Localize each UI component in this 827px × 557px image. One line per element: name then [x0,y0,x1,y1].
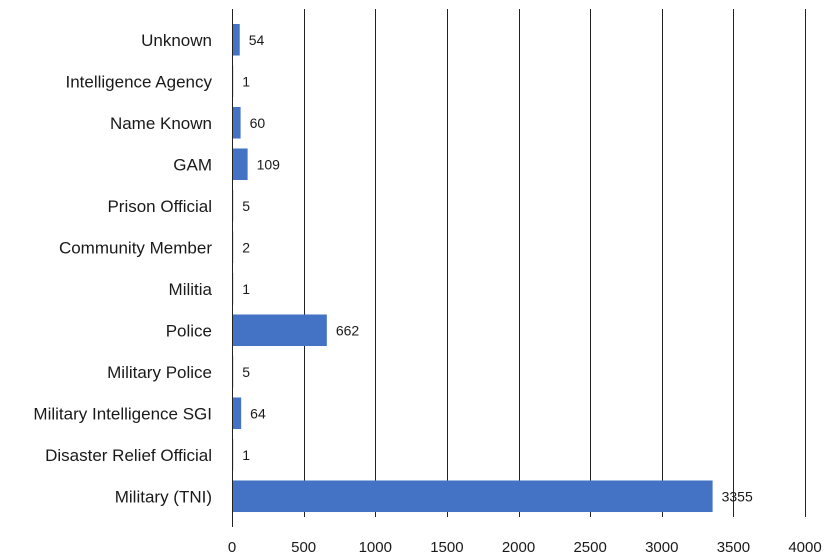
data-label: 662 [336,322,360,338]
data-label: 1 [242,281,250,297]
data-label: 1 [242,447,250,463]
category-label: Community Member [59,238,212,257]
data-label: 54 [249,32,265,48]
x-tick-label: 1000 [359,539,392,556]
x-tick-label: 1500 [430,539,463,556]
bar-police [232,314,327,347]
data-label: 5 [242,364,250,380]
grid-lines [304,9,806,517]
data-labels: 54 1 60 109 5 2 1 662 5 64 1 3355 [242,32,753,505]
category-label: Unknown [141,31,212,50]
data-label: 109 [257,156,281,172]
category-label: Militia [169,280,213,299]
data-label: 3355 [722,488,753,504]
bar-gam [232,148,248,181]
x-tick-label: 2500 [573,539,606,556]
x-tick-labels: 0 500 1000 1500 2000 2500 3000 3500 4000 [228,539,822,556]
data-label: 1 [242,73,250,89]
data-label: 60 [250,115,266,131]
category-label: Disaster Relief Official [45,446,212,465]
category-label: Military (TNI) [115,487,212,506]
x-tick-label: 4000 [788,539,821,556]
data-label: 64 [250,405,266,421]
category-label: Military Intelligence SGI [33,404,212,423]
data-label: 5 [242,198,250,214]
bar-unknown [232,23,240,56]
bar-name-known [232,106,241,139]
category-label: Intelligence Agency [66,72,213,91]
category-labels: Unknown Intelligence Agency Name Known GAM P… [33,31,212,507]
bar-military-tni [232,480,713,513]
x-tick-label: 3000 [645,539,678,556]
x-tick-label: 0 [228,539,236,556]
category-label: Police [166,321,212,340]
x-tick-label: 2000 [502,539,535,556]
bar-military-intelligence-sgi [232,397,242,430]
category-label: GAM [173,155,212,174]
x-tick-label: 3500 [717,539,750,556]
category-label: Prison Official [107,197,212,216]
category-label: Military Police [107,363,212,382]
data-label: 2 [242,239,250,255]
x-tick-label: 500 [291,539,316,556]
category-label: Name Known [110,114,212,133]
